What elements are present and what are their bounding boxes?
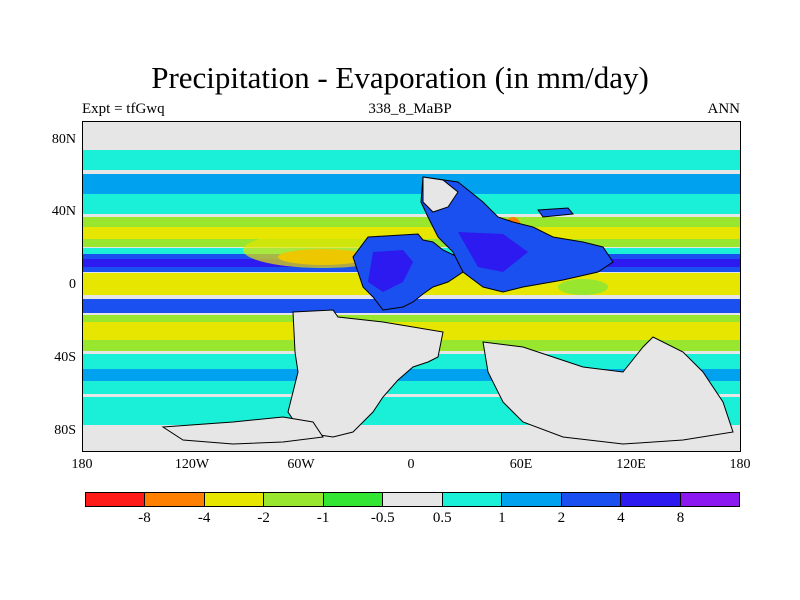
lat-label: 40S <box>54 350 76 365</box>
colorbar <box>85 492 740 507</box>
colorbar-segment <box>86 493 146 506</box>
lon-label: 60W <box>287 457 315 472</box>
band-yellow-north <box>83 227 740 239</box>
lat-label: 0 <box>69 277 76 292</box>
colorbar-segment <box>145 493 205 506</box>
colorbar-label: 4 <box>617 510 625 526</box>
continent-greenland-patch <box>537 207 574 218</box>
band-blue-north <box>83 174 740 194</box>
lat-label: 80S <box>54 423 76 438</box>
colorbar-label: -0.5 <box>370 510 395 526</box>
colorbar-segment <box>383 493 443 506</box>
continent-north-america-island <box>422 176 459 213</box>
lon-label: 0 <box>407 457 415 472</box>
band-blue-south <box>83 299 740 313</box>
colorbar-label: 1 <box>498 510 506 526</box>
lon-label: 180 <box>71 457 93 472</box>
colorbar-segment <box>204 493 265 506</box>
continent-eurasia <box>420 176 614 293</box>
map-plot <box>82 121 741 452</box>
map-svg <box>83 150 740 445</box>
colorbar-label: 2 <box>557 510 566 526</box>
colorbar-segment <box>442 493 503 506</box>
colorbar-label: 0.5 <box>432 510 452 526</box>
lon-label: 60E <box>509 457 533 472</box>
band-cyan-north2 <box>83 194 740 214</box>
colorbar-label: -2 <box>257 510 270 526</box>
continent-africa-inner <box>368 250 413 292</box>
continent-antarctica-west <box>161 416 324 445</box>
colorbar-segment <box>502 493 562 506</box>
colorbar-segment <box>621 493 681 506</box>
lat-label: 40N <box>51 204 76 219</box>
continent-south-america <box>287 309 444 438</box>
colorbar-label: 8 <box>676 510 685 526</box>
colorbar-label: -4 <box>197 510 211 526</box>
colorbar-segment <box>680 493 739 506</box>
band-cyan-north <box>83 150 740 170</box>
period-label: 338_8_MaBP <box>368 101 452 117</box>
lat-label: 80N <box>51 132 76 147</box>
continent-antarctica-east <box>482 336 734 445</box>
experiment-label: Expt = tfGwq <box>82 101 165 117</box>
patch-green-indian <box>558 279 608 295</box>
continent-eurasia-inner <box>458 232 528 272</box>
season-label: ANN <box>707 101 741 117</box>
colorbar-segment <box>323 493 384 506</box>
colorbar-label: -1 <box>316 510 330 526</box>
colorbar-segment <box>264 493 324 506</box>
lon-label: 120E <box>616 457 646 472</box>
chart-title: Precipitation - Evaporation (in mm/day) <box>151 60 649 95</box>
colorbar-segment <box>561 493 622 506</box>
colorbar-label: -8 <box>138 510 151 526</box>
lon-label: 180 <box>729 457 751 472</box>
lon-label: 120W <box>174 457 210 472</box>
